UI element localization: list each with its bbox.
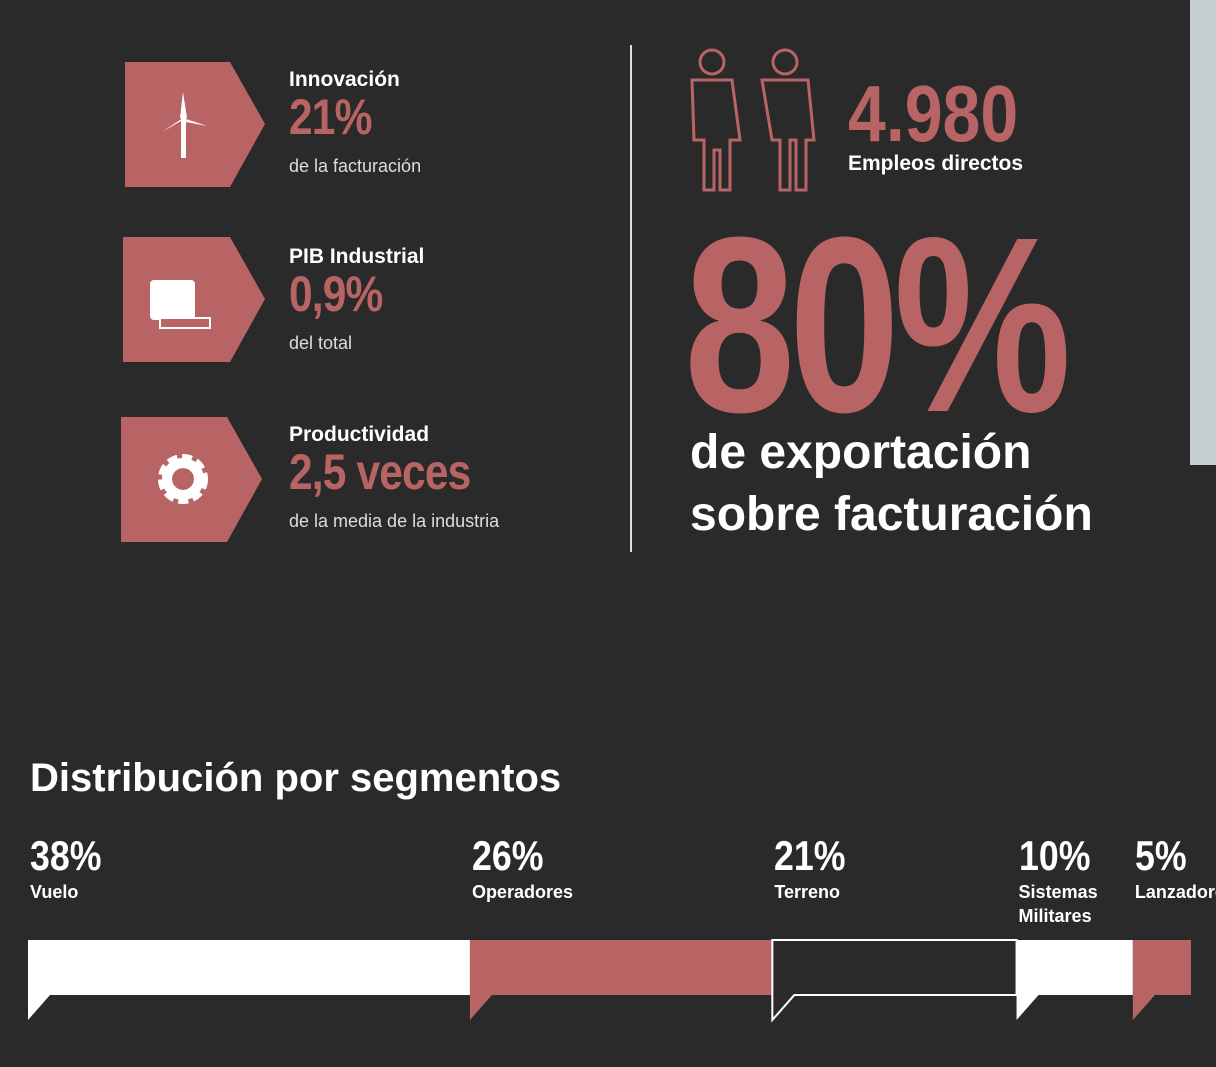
badge <box>121 417 262 542</box>
stat-value: 21% <box>289 89 372 145</box>
segment-name: Vuelo <box>30 882 79 902</box>
stat-note: de la media de la industria <box>289 511 500 531</box>
chart-title: Distribución por segmentos <box>30 756 562 800</box>
segment-bar <box>771 939 1018 1023</box>
segment-value: 5% <box>1134 832 1187 879</box>
stat-note: de la facturación <box>289 156 422 176</box>
segment-value: 21% <box>774 832 846 879</box>
stat-label: Productividad <box>289 423 430 446</box>
badge <box>125 62 265 187</box>
people-icon <box>690 48 816 192</box>
side-panel <box>1190 0 1216 465</box>
segment-value: 26% <box>471 832 544 879</box>
segment-bar <box>1016 940 1133 1020</box>
icons <box>150 92 211 504</box>
segment-bar <box>1132 940 1191 1020</box>
stat-value: 2,5 veces <box>289 444 471 500</box>
segment-name: Terreno <box>774 882 840 902</box>
stat-value: 0,9% <box>289 266 383 322</box>
segment-name: Operadores <box>471 882 573 902</box>
export-text: de exportación <box>690 426 1032 479</box>
stat-label: Innovación <box>289 68 400 91</box>
segment-name: Lanzadores <box>1134 882 1216 902</box>
segment-bar <box>28 940 470 1020</box>
segment-value: 10% <box>1018 832 1090 879</box>
employees-label: Empleos directos <box>848 152 1024 175</box>
segment-bars <box>28 939 1191 1023</box>
stat-label: PIB Industrial <box>289 245 425 268</box>
badges <box>121 62 265 542</box>
stat-note: del total <box>289 333 353 353</box>
export-value: 80% <box>684 185 1072 464</box>
segment-value: 38% <box>30 832 102 879</box>
export-text: sobre facturación <box>690 488 1093 541</box>
employees-value: 4.980 <box>848 69 1019 158</box>
segment-bar <box>469 940 773 1020</box>
segment-name: Sistemas Militares <box>1018 882 1098 926</box>
